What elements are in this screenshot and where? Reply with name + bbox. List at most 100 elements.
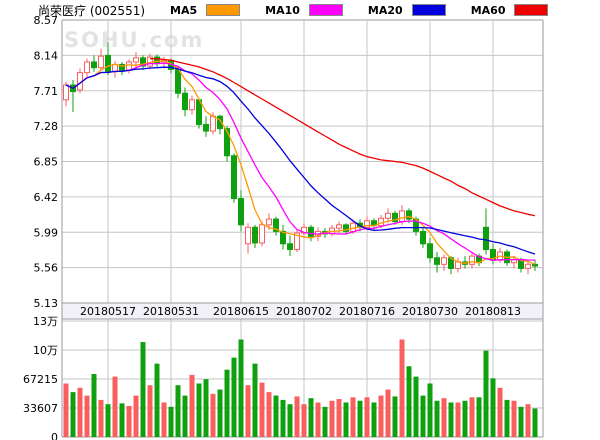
volume-bar	[280, 399, 286, 437]
volume-bar	[511, 400, 517, 437]
ma60-label: MA60	[470, 3, 506, 17]
volume-bar	[329, 400, 335, 437]
candle-up	[364, 220, 370, 228]
volume-bar	[525, 404, 531, 437]
date-tick-label: 20180517	[80, 305, 136, 318]
volume-bar	[245, 385, 251, 437]
volume-bar	[406, 366, 412, 437]
volume-bar	[427, 383, 433, 437]
volume-bar	[84, 395, 90, 437]
volume-bar	[441, 398, 447, 437]
ma10-label: MA10	[265, 3, 300, 17]
price-axis-label: 7.28	[34, 120, 59, 133]
volume-bar	[294, 396, 300, 437]
volume-axis-label: 13万	[33, 315, 58, 328]
candle-up	[399, 210, 405, 223]
ma5-line	[65, 60, 536, 265]
date-tick-label: 20180730	[402, 305, 458, 318]
volume-bar	[399, 339, 405, 437]
ma20-line	[65, 66, 536, 255]
volume-bar	[301, 404, 307, 437]
volume-bar	[105, 404, 111, 437]
volume-bar	[504, 399, 510, 437]
candle-down	[140, 57, 146, 67]
volume-bar	[532, 408, 538, 437]
sohu-watermark: SOHU.com	[64, 28, 204, 52]
candle-up	[84, 61, 90, 74]
volume-bar	[420, 395, 426, 437]
candle-down	[427, 243, 433, 259]
candles	[63, 42, 538, 275]
volume-bar	[133, 395, 139, 437]
volume-bar	[259, 382, 265, 437]
volume-bar	[210, 393, 216, 437]
volume-axis-label: 0	[51, 431, 58, 440]
volume-bar	[238, 339, 244, 437]
candle-up	[301, 226, 307, 234]
price-axis-label: 8.57	[34, 14, 59, 27]
volume-bar	[385, 389, 391, 437]
volume-bar	[518, 406, 524, 437]
volume-bar	[161, 402, 167, 437]
candle-down	[203, 123, 209, 132]
candle-down	[406, 210, 412, 220]
volume-bar	[371, 402, 377, 437]
volume-bar	[364, 397, 370, 437]
ma20-label: MA20	[367, 3, 403, 17]
stock-name: 尚荣医疗	[38, 3, 87, 18]
volume-bars	[63, 339, 538, 437]
candle-up	[441, 257, 447, 265]
price-axis-label: 5.13	[34, 297, 59, 310]
candle-up	[469, 255, 475, 265]
candle-up	[112, 63, 118, 73]
volume-bar	[455, 402, 461, 437]
stock-title-wrap: 尚荣医疗 (002551)	[0, 2, 145, 19]
stock-code: (002551)	[89, 3, 146, 18]
candle-up	[336, 224, 342, 229]
date-tick-label: 20180702	[276, 305, 332, 318]
ma60-line	[150, 58, 536, 217]
date-tick-label: 20180531	[143, 305, 199, 318]
price-axis-label: 8.14	[34, 49, 59, 62]
candle-down	[252, 226, 258, 244]
candle-up	[63, 84, 69, 101]
candle-down	[182, 92, 188, 111]
volume-bar	[350, 397, 356, 437]
candle-up	[189, 99, 195, 111]
ma10-swatch	[308, 4, 343, 16]
volume-axis-label: 67215	[23, 373, 58, 386]
candle-down	[105, 54, 111, 73]
volume-bar	[497, 387, 503, 437]
volume-axis-label: 33607	[23, 402, 58, 415]
date-tick-label: 20180716	[339, 305, 395, 318]
volume-bar	[224, 369, 230, 437]
volume-bar	[413, 376, 419, 437]
volume-bar	[91, 374, 97, 437]
volume-bar	[469, 397, 475, 437]
volume-bar	[168, 406, 174, 437]
volume-bar	[112, 376, 118, 437]
volume-bar	[266, 392, 272, 437]
legend-item-ma60: MA60	[471, 4, 549, 17]
price-axis-label: 5.56	[34, 262, 59, 275]
candle-down	[238, 198, 244, 226]
candle-down	[154, 56, 160, 65]
candle-down	[532, 263, 538, 267]
volume-bar	[315, 402, 321, 437]
candle-down	[308, 226, 314, 237]
candle-down	[483, 226, 489, 251]
volume-bar	[483, 350, 489, 437]
candle-down	[392, 212, 398, 223]
volume-bar	[182, 395, 188, 437]
candle-up	[525, 263, 531, 269]
candle-down	[287, 243, 293, 251]
legend-item-ma5: MA5	[170, 4, 241, 17]
volume-bar	[252, 363, 258, 437]
ma-legend: MA5 MA10 MA20 MA60	[145, 3, 549, 17]
volume-bar	[147, 385, 153, 437]
price-axis-label: 7.71	[34, 85, 59, 98]
candle-up	[294, 232, 300, 251]
candle-up	[385, 212, 391, 219]
candle-up	[210, 115, 216, 132]
